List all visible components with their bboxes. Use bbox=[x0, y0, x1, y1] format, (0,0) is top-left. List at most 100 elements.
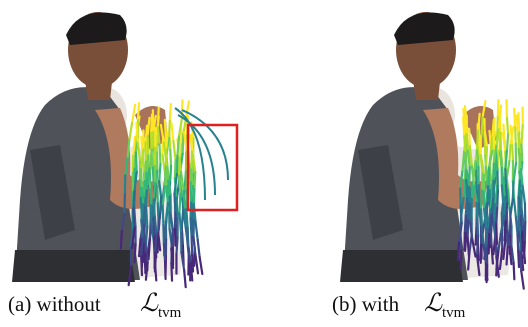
track-segment bbox=[145, 142, 146, 161]
track-segment bbox=[468, 238, 469, 257]
track-segment bbox=[190, 218, 191, 236]
track-segment bbox=[510, 247, 512, 264]
track-segment bbox=[189, 164, 190, 183]
track-segment bbox=[469, 129, 470, 146]
track-segment bbox=[192, 255, 193, 271]
track-segment bbox=[464, 136, 465, 152]
track-segment bbox=[524, 242, 525, 258]
track-segment bbox=[507, 135, 508, 151]
track-segment bbox=[141, 169, 142, 188]
track-segment bbox=[136, 123, 137, 142]
track-segment bbox=[166, 133, 167, 149]
track-segment bbox=[514, 263, 515, 280]
track-segment bbox=[467, 134, 468, 150]
math-subscript: tvm bbox=[158, 305, 182, 321]
track-segment bbox=[510, 199, 512, 216]
track-segment bbox=[516, 218, 518, 235]
track-segment bbox=[177, 137, 179, 156]
track-segment bbox=[124, 194, 125, 213]
track-segment bbox=[496, 208, 497, 224]
track-segment bbox=[481, 209, 482, 227]
track-segment bbox=[200, 257, 203, 274]
track-segment bbox=[518, 235, 519, 251]
track-segment bbox=[514, 200, 516, 218]
track-segment bbox=[481, 190, 482, 209]
track-segment bbox=[486, 147, 487, 166]
track-segment bbox=[519, 133, 520, 149]
track-segment bbox=[521, 271, 524, 288]
track-segment bbox=[464, 180, 465, 198]
track-segment bbox=[174, 194, 175, 212]
track-segment bbox=[506, 100, 507, 118]
track-segment bbox=[509, 145, 510, 161]
track-segment bbox=[496, 224, 497, 244]
track-segment bbox=[138, 103, 139, 120]
track-segment bbox=[504, 197, 505, 216]
track-segment bbox=[461, 251, 462, 269]
track-segment bbox=[191, 152, 192, 170]
track-segment bbox=[507, 247, 508, 265]
track-segment bbox=[512, 145, 513, 161]
track-segment bbox=[134, 245, 135, 263]
track-segment bbox=[520, 252, 521, 271]
track-segment bbox=[519, 197, 521, 215]
track-segment bbox=[129, 123, 132, 140]
track-segment bbox=[518, 216, 519, 232]
track-segment bbox=[497, 191, 498, 208]
track-segment bbox=[482, 117, 483, 136]
track-segment bbox=[514, 109, 515, 128]
track-segment bbox=[506, 203, 507, 221]
track-segment bbox=[165, 261, 166, 279]
track-segment bbox=[148, 168, 150, 186]
math-symbol: ℒ bbox=[424, 290, 443, 317]
track-segment bbox=[513, 182, 514, 199]
track-segment bbox=[167, 186, 168, 203]
track-segment bbox=[141, 238, 142, 256]
track-segment bbox=[184, 172, 185, 191]
track-segment bbox=[494, 133, 495, 151]
track-segment bbox=[146, 190, 147, 207]
track-segment bbox=[158, 203, 159, 221]
track-segment bbox=[521, 125, 522, 144]
track-segment bbox=[158, 233, 159, 252]
track-segment bbox=[148, 136, 149, 155]
track-segment bbox=[158, 127, 160, 144]
track-segment bbox=[505, 221, 506, 240]
track-segment bbox=[173, 141, 175, 160]
track-segment bbox=[468, 203, 469, 220]
figure: (a) without ℒ tvm (b) with ℒ tvm bbox=[0, 0, 528, 327]
track-segment bbox=[132, 105, 135, 123]
track-segment bbox=[152, 132, 153, 150]
math-subscript: tvm bbox=[442, 305, 466, 321]
track-segment bbox=[507, 161, 510, 180]
track-segment bbox=[175, 160, 176, 178]
track-segment bbox=[141, 220, 142, 238]
track-segment bbox=[463, 117, 464, 136]
track-segment bbox=[498, 100, 499, 117]
math-symbol: ℒ bbox=[140, 290, 159, 317]
track-segment bbox=[184, 191, 185, 210]
track-segment bbox=[149, 239, 150, 259]
track-segment bbox=[461, 206, 462, 223]
caption-a: (a) without ℒ tvm bbox=[8, 290, 182, 321]
track-segment bbox=[164, 244, 165, 261]
track-segment bbox=[518, 251, 519, 267]
track-segment bbox=[491, 228, 492, 246]
track-segment bbox=[522, 232, 523, 251]
track-segment bbox=[523, 186, 525, 204]
track-segment bbox=[497, 171, 498, 191]
track-segment bbox=[169, 121, 170, 138]
track-segment bbox=[477, 203, 478, 219]
track-segment bbox=[488, 168, 489, 187]
track-segment bbox=[171, 123, 173, 141]
track-segment bbox=[188, 228, 189, 247]
track-segment bbox=[192, 237, 193, 256]
track-segment bbox=[518, 113, 519, 132]
track-segment bbox=[182, 208, 184, 228]
track-segment bbox=[153, 167, 154, 186]
track-segment bbox=[458, 242, 459, 259]
track-segment bbox=[163, 206, 164, 226]
track-segment bbox=[519, 180, 520, 197]
track-segment bbox=[133, 156, 134, 173]
track-segment bbox=[506, 186, 507, 204]
